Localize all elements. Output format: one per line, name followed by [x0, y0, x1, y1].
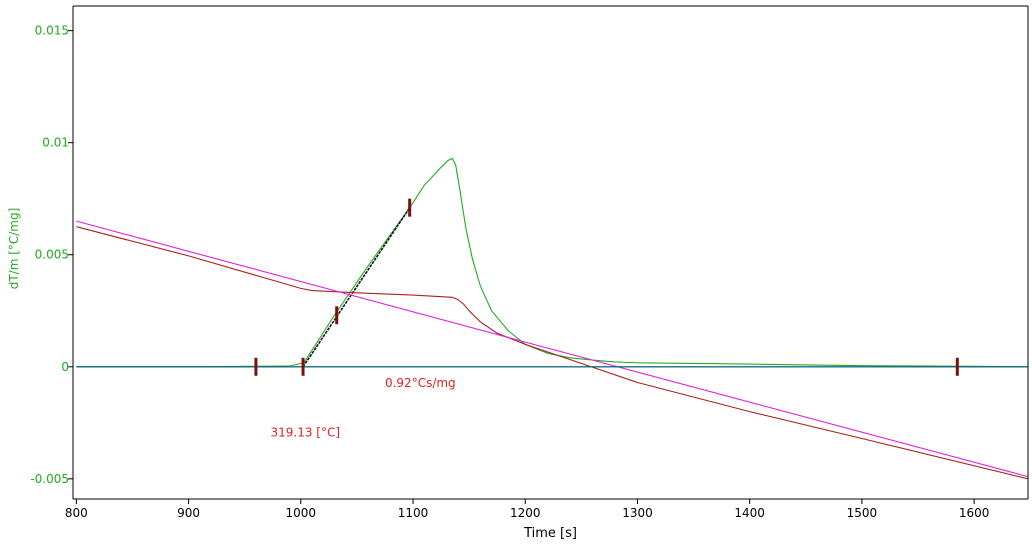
x-axis-title: Time [s] [523, 526, 577, 541]
x-tick-label-900: 900 [177, 506, 200, 520]
x-tick-label-1300: 1300 [622, 506, 653, 520]
x-tick-label-1400: 1400 [734, 506, 765, 520]
y-tick-label-0: 0.015 [35, 24, 69, 38]
series-line-4 [76, 220, 1029, 478]
annotation-2: 319.13 [°C] [271, 425, 341, 439]
marker-layer [254, 198, 959, 376]
series-line-2 [302, 207, 411, 368]
series-line-1 [76, 157, 1029, 368]
y-tick-label-1: 0.01 [42, 136, 69, 150]
x-tick-label-800: 800 [65, 506, 88, 520]
axis-layer [68, 5, 1029, 504]
x-tick-label-1500: 1500 [847, 506, 878, 520]
x-tick-label-1100: 1100 [398, 506, 429, 520]
x-tick-label-1000: 1000 [286, 506, 317, 520]
x-tick-label-1200: 1200 [510, 506, 541, 520]
y-tick-label-4: -0.005 [30, 472, 69, 486]
x-tick-label-1600: 1600 [959, 506, 990, 520]
y-axis-title: dT/m [°C/mg] [7, 208, 21, 290]
label-layer: 800 900 1000 1100 1200 1300 1400 1500 1600 0.015 0… [7, 24, 989, 541]
series-layer [76, 157, 1029, 480]
annotation-1: 0.92°Cs/mg [385, 376, 456, 390]
series-line-3 [76, 226, 1029, 480]
y-tick-label-2: 0.005 [35, 248, 69, 262]
y-tick-label-3: 0 [61, 360, 69, 374]
